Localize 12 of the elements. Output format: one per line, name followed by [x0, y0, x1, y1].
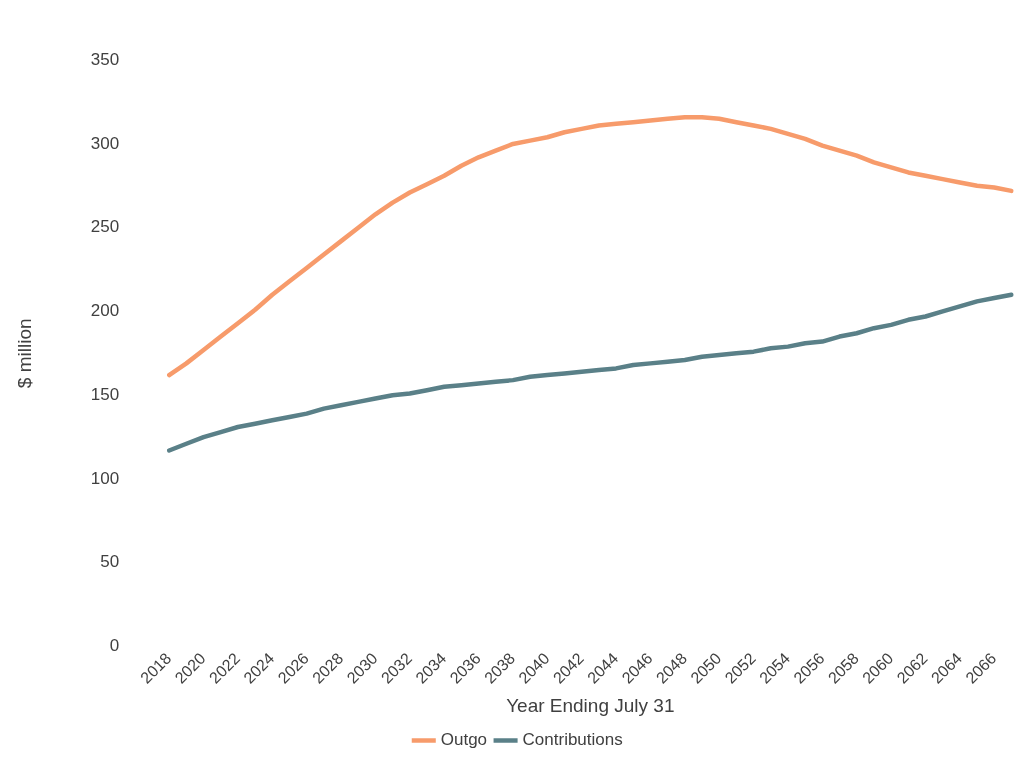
y-tick-label: 150: [90, 384, 120, 404]
y-tick-label: 100: [90, 468, 120, 488]
y-axis-title: $ million: [13, 318, 35, 389]
y-tick-label: 0: [109, 636, 120, 656]
x-axis-title: Year Ending July 31: [506, 694, 675, 716]
y-tick-label: 50: [100, 552, 120, 572]
legend-label: Contributions: [522, 730, 623, 750]
legend-label: Outgo: [440, 730, 488, 750]
y-tick-label: 250: [90, 217, 120, 237]
y-tick-label: 300: [90, 133, 120, 153]
y-tick-label: 350: [90, 49, 120, 69]
y-tick-label: 200: [90, 301, 120, 321]
